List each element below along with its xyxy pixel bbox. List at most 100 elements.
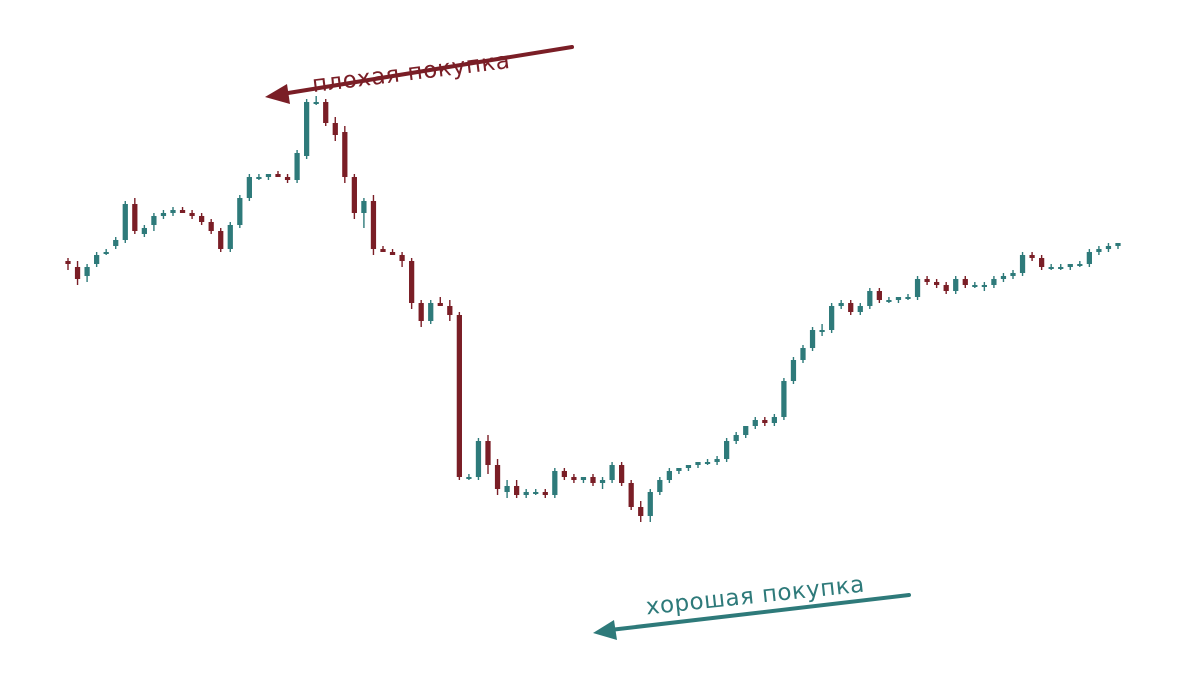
candle-up (475, 441, 482, 477)
candle-down (943, 285, 949, 291)
candle-up (800, 348, 806, 360)
candle-down (351, 177, 357, 213)
candle-down (561, 471, 567, 477)
candle-down (218, 231, 224, 249)
candle-down (924, 279, 930, 282)
bad-purchase-annotation: плохая покупка (265, 45, 574, 104)
candle-up (113, 240, 119, 246)
candle-down (571, 477, 577, 480)
candle-up (170, 210, 176, 213)
candle-down (762, 420, 768, 423)
candle-up (724, 441, 730, 459)
candle-up (838, 303, 844, 306)
candle-down (132, 204, 138, 231)
candle-down (189, 213, 195, 216)
candle-up (1010, 273, 1016, 276)
candle-down (370, 201, 377, 249)
candle-down (342, 132, 348, 177)
candle-up (84, 267, 90, 276)
candle-down (1039, 258, 1045, 267)
candle-up (704, 462, 711, 464)
candle-up (1000, 276, 1007, 279)
bad-purchase-arrowhead (265, 84, 290, 104)
candle-up (790, 360, 797, 381)
candle-down (962, 279, 968, 285)
candle-down (619, 465, 625, 483)
candle-up (1086, 252, 1092, 264)
candle-down (934, 282, 940, 285)
candle-up (94, 255, 100, 264)
candle-up (313, 102, 319, 104)
candle-up (1048, 267, 1054, 269)
candle-up (1058, 267, 1064, 269)
candle-up (1096, 249, 1102, 252)
candle-down (514, 486, 520, 495)
candle-down (380, 249, 386, 252)
candle-up (237, 198, 243, 225)
candle-up (676, 468, 682, 471)
candle-up (991, 279, 997, 285)
good-purchase-arrow (608, 593, 911, 632)
candle-up (914, 279, 921, 297)
candle-down (447, 306, 453, 315)
candle-down (542, 492, 548, 495)
candle-up (122, 204, 128, 240)
candle-up (552, 471, 558, 495)
candle-down (199, 216, 205, 222)
candle-up (1077, 264, 1083, 266)
candles-group (65, 96, 1121, 522)
candle-up (752, 420, 758, 426)
candle-down (332, 123, 338, 135)
candle-down (876, 291, 882, 300)
candle-up (695, 462, 701, 465)
candle-up (771, 417, 777, 423)
candle-up (781, 381, 787, 417)
candle-up (1115, 243, 1121, 246)
candle-down (284, 177, 291, 180)
candle-down (456, 315, 462, 477)
candle-up (141, 228, 147, 234)
candle-down (590, 477, 596, 483)
candle-up (714, 459, 720, 462)
candle-up (227, 225, 233, 249)
candle-up (981, 285, 987, 287)
candle-up (523, 492, 529, 495)
good-purchase-arrowhead (593, 620, 617, 640)
candle-up (819, 330, 825, 332)
candle-up (657, 480, 663, 492)
candle-up (504, 486, 510, 492)
candle-up (580, 477, 587, 480)
candle-down (179, 210, 186, 213)
candle-up (428, 303, 434, 321)
candle-up (1105, 246, 1112, 249)
candle-up (361, 201, 367, 213)
candle-down (323, 102, 329, 123)
candle-up (953, 279, 959, 291)
candle-up (294, 153, 300, 180)
candle-down (494, 465, 501, 489)
candle-down (65, 261, 71, 264)
candle-up (666, 471, 672, 480)
candle-up (685, 465, 692, 468)
candle-up (304, 102, 310, 156)
candle-down (389, 252, 396, 255)
candle-down (437, 303, 443, 306)
candle-up (1067, 264, 1073, 267)
candle-down (848, 303, 854, 312)
candle-up (886, 300, 892, 302)
candle-up (533, 492, 539, 494)
candle-up (256, 177, 262, 179)
candle-up (466, 477, 472, 479)
candle-down (74, 267, 81, 279)
candle-up (1019, 255, 1026, 273)
candle-down (628, 483, 634, 507)
candle-up (895, 297, 902, 300)
candle-down (399, 255, 405, 261)
candle-up (972, 285, 978, 287)
candle-up (905, 297, 911, 299)
candle-down (208, 222, 214, 231)
candle-down (638, 507, 644, 516)
candle-down (409, 261, 415, 303)
candle-up (857, 306, 863, 312)
